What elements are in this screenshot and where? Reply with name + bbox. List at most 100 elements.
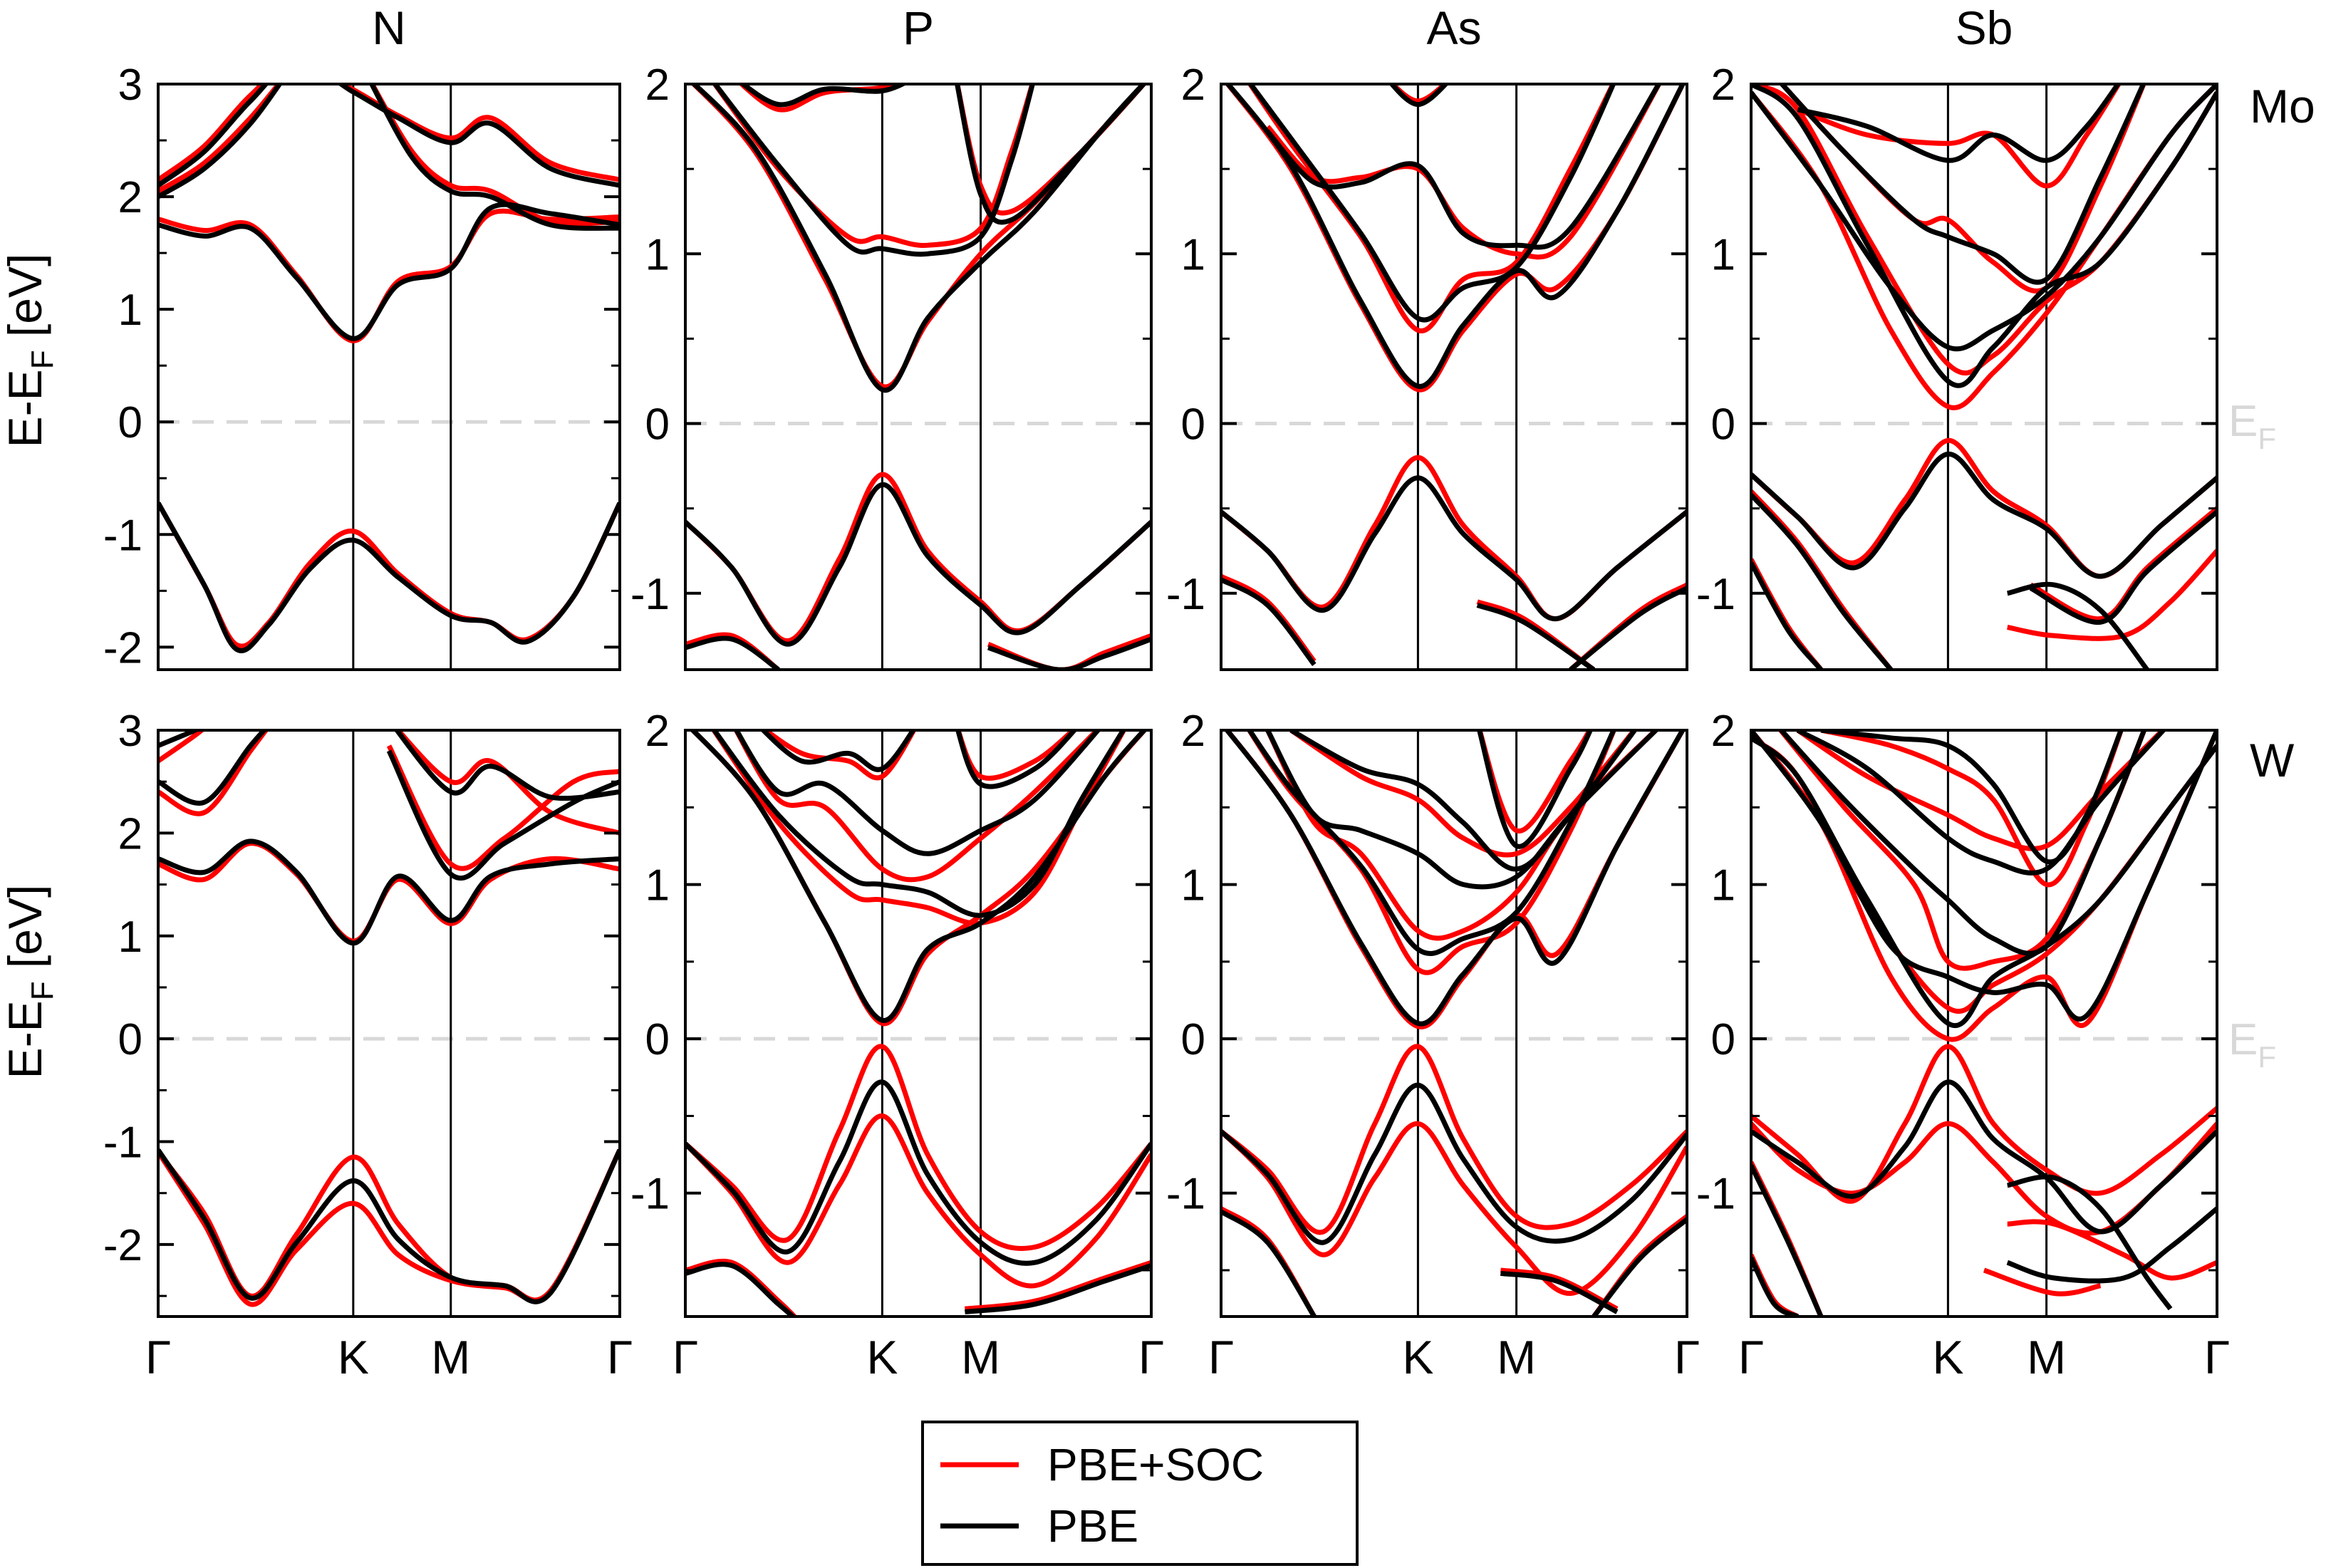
pbe-band-3 (2006, 581, 2149, 670)
pbe-band-7 (1388, 84, 1450, 108)
svg-text:EF: EF (2228, 1015, 2276, 1074)
panel-frame (157, 83, 621, 671)
pbe-band-5 (733, 730, 1101, 856)
pbe-band-1 (685, 635, 780, 670)
pbe-band-7 (955, 730, 1078, 789)
pbe-soc-band-6 (386, 744, 620, 871)
xtick-label-K: K (1932, 1331, 1963, 1383)
ytick-label: 0 (1181, 400, 1205, 450)
pbe-band-0 (1751, 451, 2217, 579)
xtick-label-Γ: Γ (145, 1331, 171, 1383)
panel-title: As (1426, 1, 1481, 54)
bands (158, 730, 620, 1307)
fermi-label-top: EF (2228, 397, 2276, 455)
ytick-label: -1 (630, 570, 670, 619)
ytick-label: -1 (1166, 570, 1205, 619)
pbe-band-9 (1820, 730, 2124, 865)
ytick-label: 0 (118, 398, 142, 447)
ytick-label: 3 (118, 61, 142, 110)
ytick-label: 0 (1181, 1015, 1205, 1064)
bands (685, 84, 1151, 670)
pbe-soc-band-5 (395, 730, 620, 836)
pbe-band-4 (712, 84, 1035, 257)
pbe-band-1 (158, 838, 620, 946)
pbe-band-3 (690, 84, 1147, 393)
pbe-soc-band-4 (712, 84, 1035, 248)
pbe-band-4 (2029, 509, 2217, 625)
ytick-label: -2 (103, 623, 142, 673)
pbe-soc-band-0 (685, 1044, 1151, 1251)
pbe-band-2 (2006, 1174, 2173, 1311)
pbe-soc-band-4 (158, 730, 206, 764)
bands (158, 84, 620, 653)
xtick-label-K: K (866, 1331, 898, 1383)
pbe-soc-band-2 (1751, 558, 1823, 670)
ytick-label: 0 (645, 1015, 670, 1064)
pbe-band-3 (158, 84, 283, 199)
ytick-label: 2 (1711, 707, 1735, 756)
ytick-label: 1 (645, 861, 670, 910)
bands (1221, 84, 1687, 670)
pbe-band-8 (1796, 730, 2167, 876)
ytick-label: 3 (118, 707, 142, 756)
ytick-label: 0 (1711, 400, 1735, 450)
ytick-label: 0 (1711, 1015, 1735, 1064)
bands (1751, 84, 2217, 670)
pbe-band-7 (1289, 730, 1638, 872)
panel-5: -1 0 1 2 Γ K M Γ (630, 707, 1164, 1383)
xtick-label-Γ: Γ (2204, 1331, 2230, 1383)
ylabel-bottom: E-EF [eV] (0, 885, 60, 1079)
pbe-band-5 (1246, 730, 1616, 956)
pbe-soc-band-2 (987, 633, 1151, 670)
panel-2: -1 0 1 2 As (1166, 1, 1688, 671)
xtick-label-Γ: Γ (607, 1331, 633, 1383)
pbe-soc-band-3 (965, 1260, 1151, 1312)
xtick-label-K: K (338, 1331, 369, 1383)
pbe-band-0 (685, 1079, 1151, 1266)
ytick-label: 2 (645, 61, 670, 110)
pbe-band-2 (1751, 561, 1823, 670)
ytick-label: 1 (118, 913, 142, 962)
pbe-band-8 (1477, 730, 1594, 849)
xtick-label-M: M (2027, 1331, 2066, 1383)
panel-0: -2 -1 0 1 2 3 N (103, 1, 621, 673)
pbe-band-3 (2006, 1206, 2217, 1284)
panel-1: -1 0 1 2 P (630, 1, 1153, 671)
panel-frame (1220, 83, 1688, 671)
pbe-band-3 (1569, 586, 1687, 670)
ylabel-top: E-EF [eV] (0, 254, 60, 448)
ytick-label: 1 (645, 230, 670, 279)
pbe-band-0 (685, 482, 1151, 647)
svg-text:EF: EF (2228, 397, 2276, 455)
pbe-band-4 (1751, 1257, 1800, 1317)
ytick-label: -1 (103, 1118, 142, 1168)
pbe-band-2 (987, 636, 1151, 670)
xtick-label-M: M (431, 1331, 470, 1383)
panel-4: -2 -1 0 1 2 3 Γ K M Γ (103, 707, 633, 1383)
pbe-soc-band-7 (762, 730, 917, 781)
pbe-band-7 (1777, 730, 2147, 956)
pbe-soc-band-8 (1289, 730, 1638, 858)
ytick-label: -1 (1696, 570, 1735, 619)
pbe-band-4 (368, 84, 620, 231)
pbe-soc-band-8 (1797, 84, 2122, 189)
pbe-band-5 (739, 84, 908, 108)
pbe-band-4 (1223, 730, 1686, 1027)
ytick-label: 1 (1181, 230, 1205, 279)
panel-3: -1 0 1 2 Sb (1696, 1, 2218, 671)
pbe-band-5 (1247, 84, 1616, 323)
pbe-band-1 (1751, 493, 1893, 670)
ytick-label: -1 (1166, 1170, 1205, 1219)
ytick-label: 2 (1181, 61, 1205, 110)
pbe-band-6 (1751, 84, 2217, 388)
pbe-band-5 (386, 749, 620, 881)
ytick-label: 1 (118, 286, 142, 335)
legend-label-pbe: PBE (1047, 1500, 1138, 1552)
pbe-band-2 (158, 730, 268, 806)
pbe-band-1 (158, 202, 620, 341)
pbe-band-5 (1751, 84, 2217, 352)
pbe-band-0 (1221, 1082, 1687, 1245)
ytick-label: 2 (118, 173, 142, 222)
pbe-band-3 (158, 730, 201, 748)
pbe-soc-band-1 (685, 1113, 1151, 1289)
